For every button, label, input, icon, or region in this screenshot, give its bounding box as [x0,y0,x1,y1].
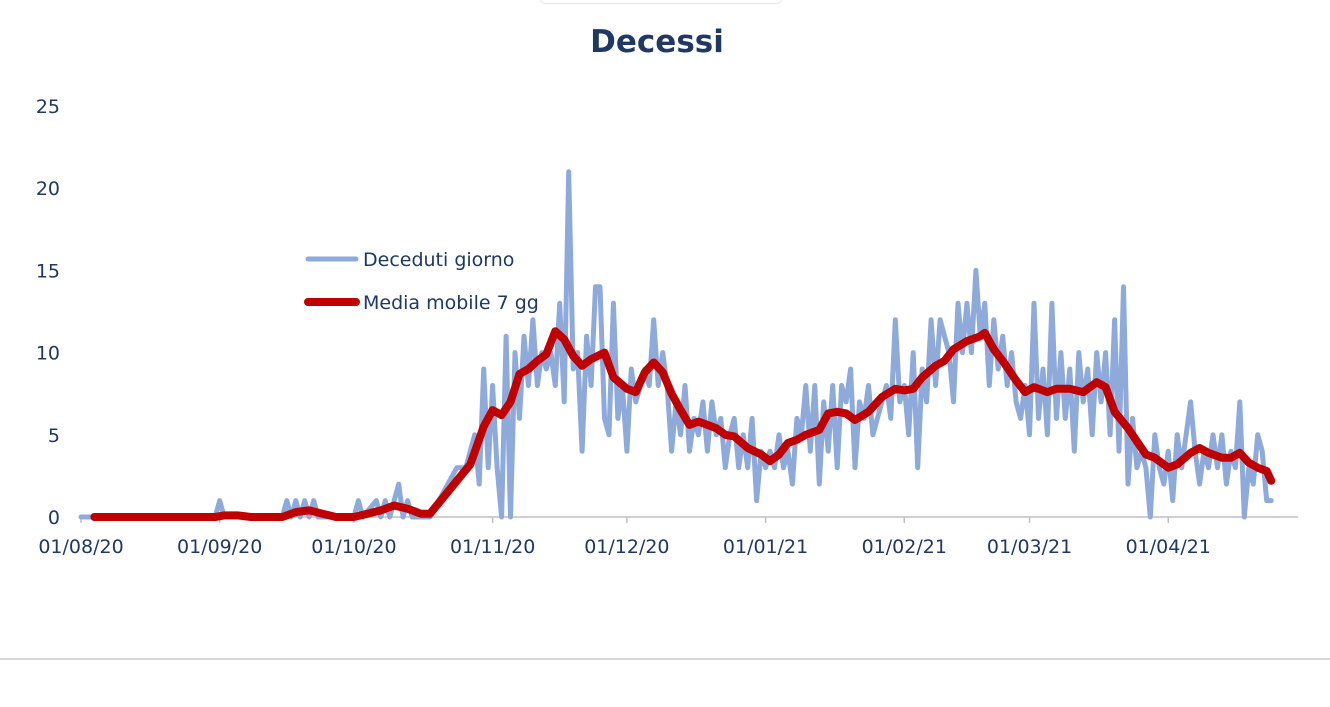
legend: Deceduti giorno Media mobile 7 gg [304,249,539,314]
chart-title: Decessi [590,24,724,60]
x-tick-label: 01/01/21 [723,536,808,558]
y-tick-label: 25 [36,96,60,118]
x-tick-label: 01/03/21 [987,536,1072,558]
y-tick-label: 15 [36,260,60,282]
y-tick-label: 10 [36,343,60,365]
bottom-divider [0,658,1330,660]
y-tick-label: 20 [36,178,60,200]
x-tick-label: 01/02/21 [862,536,947,558]
x-tick-label: 01/09/20 [177,536,262,558]
x-tick-label: 01/11/20 [450,536,535,558]
x-tick-label: 01/12/20 [584,536,669,558]
legend-label: Media mobile 7 gg [363,292,539,314]
y-tick-label: 5 [48,425,60,447]
y-axis-ticks: 0 5 10 15 20 25 [36,96,60,529]
y-tick-label: 0 [48,507,60,529]
daily-deaths-line [78,169,1274,520]
x-tick-label: 01/10/20 [311,536,396,558]
legend-label: Deceduti giorno [363,249,514,271]
x-tick-label: 01/04/21 [1126,536,1211,558]
x-tick-label: 01/08/20 [38,536,123,558]
x-axis-ticks: 01/08/20 01/09/20 01/10/20 01/11/20 01/12/20… [38,517,1211,558]
moving-average-line [90,327,1276,521]
series-layer [78,169,1276,521]
